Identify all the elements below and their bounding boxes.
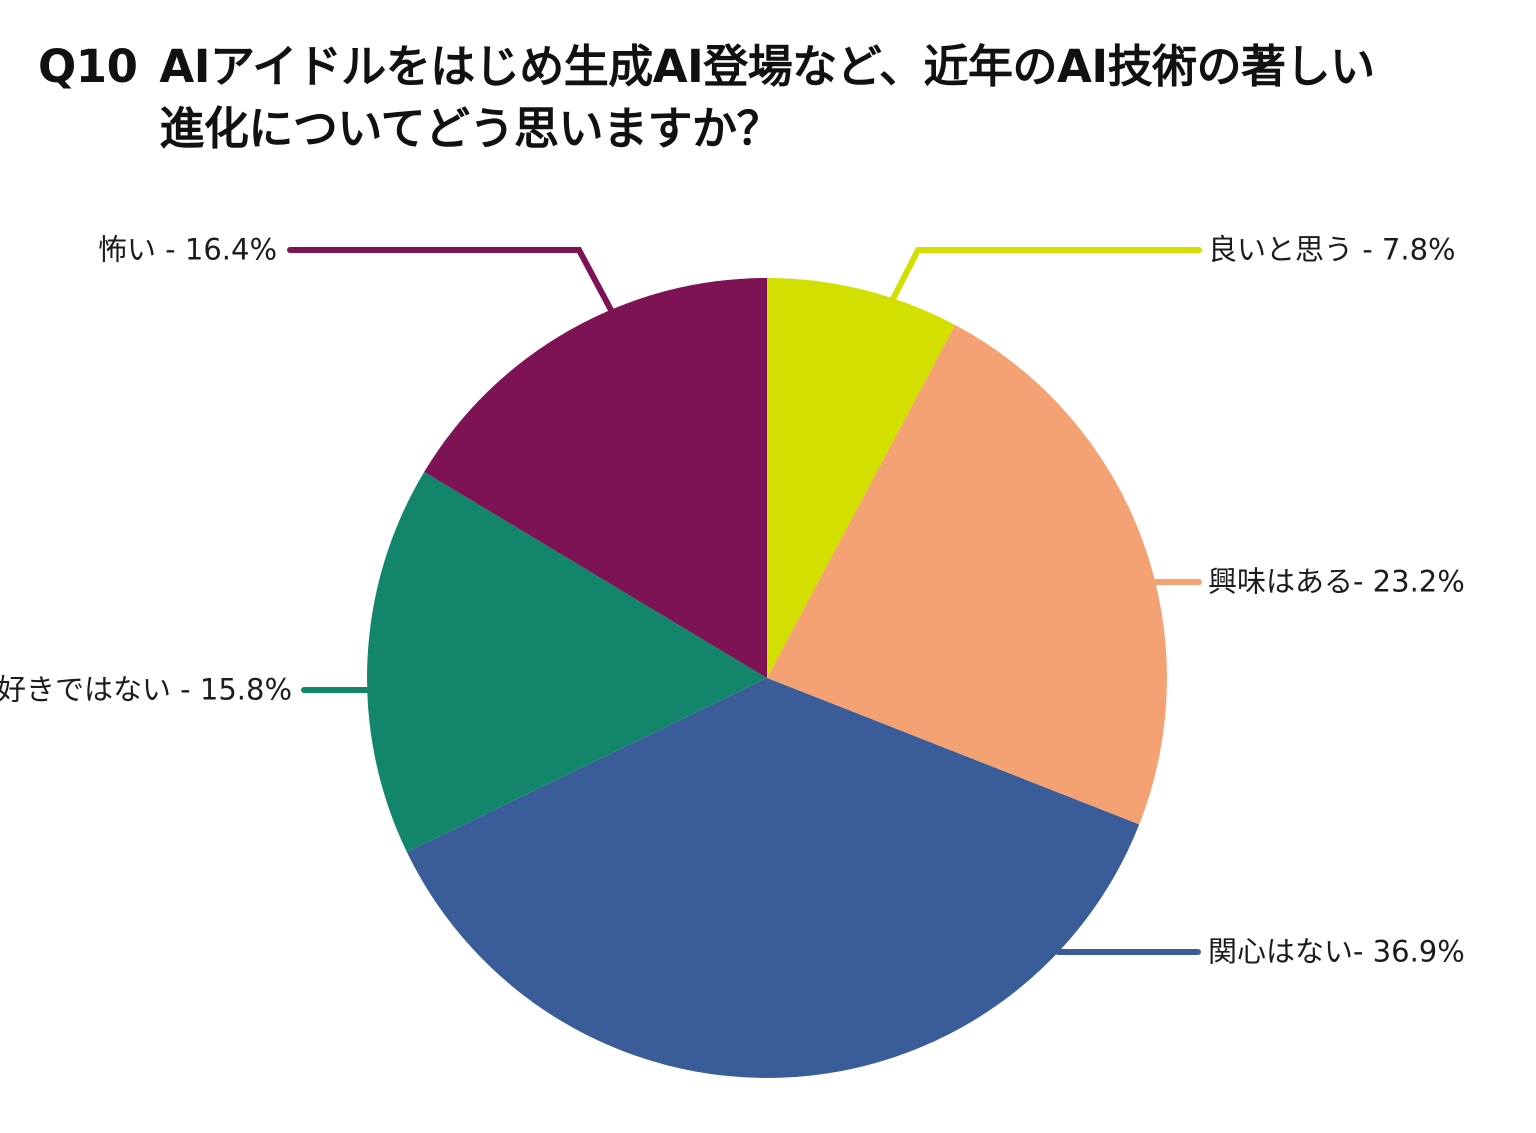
pie-slice-interest — [767, 325, 1167, 825]
chart-title-line2: 進化についてどう思いますか？ — [159, 102, 782, 156]
callout-label-fear: 怖い - 16.4% — [97, 232, 277, 267]
leader-line-fear — [287, 247, 614, 313]
pie-slice-good — [767, 278, 956, 678]
callout-label-dislike: 好きではない - 15.8% — [0, 672, 292, 707]
pie-slice-dislike — [367, 471, 767, 853]
callout-label-good: 良いと思う - 7.8% — [1208, 232, 1456, 267]
pie-slice-fear — [424, 278, 767, 678]
pie-slice-no_interest — [406, 678, 1140, 1078]
callout-label-no-interest: 関心はない- 36.9% — [1208, 934, 1465, 969]
chart-title: Q10 AIアイドルをはじめ生成AI登場など、近年のAI技術の著しい 進化につい… — [38, 36, 1375, 160]
callout-label-interest: 興味はある- 23.2% — [1208, 564, 1465, 599]
leader-line-good — [889, 247, 1202, 304]
chart-title-line1: AIアイドルをはじめ生成AI登場など、近年のAI技術の著しい — [159, 40, 1375, 93]
question-number: Q10 — [38, 40, 138, 93]
